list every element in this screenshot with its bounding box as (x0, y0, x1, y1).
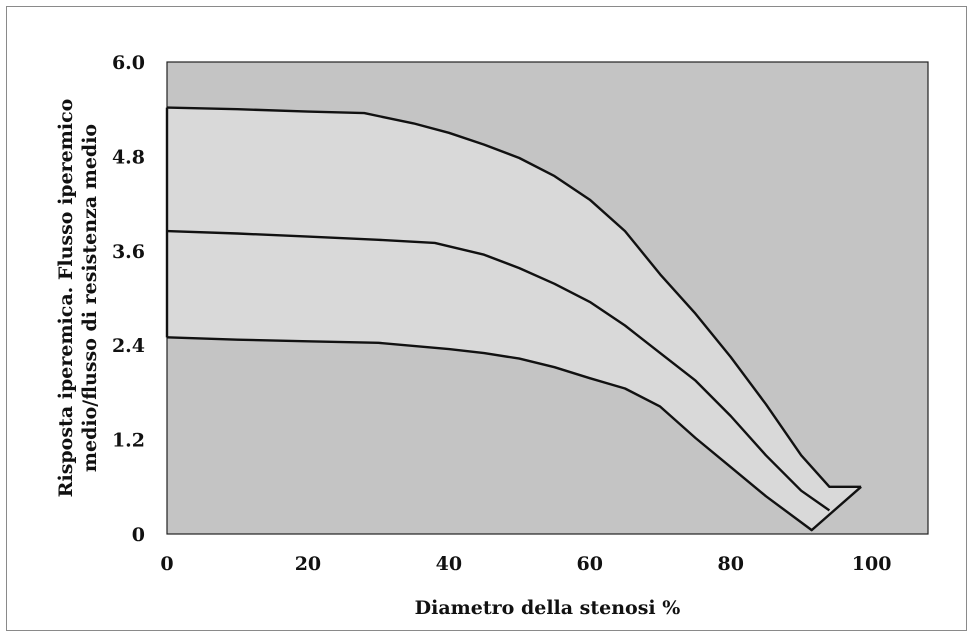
y-tick-label: 4.8 (112, 146, 145, 168)
band-area (167, 107, 862, 531)
x-tick-labels: 0 20 40 60 80 100 (160, 553, 891, 575)
y-tick-label: 6.0 (112, 52, 145, 74)
series-layer (166, 106, 862, 532)
y-tick-label: 0 (132, 524, 145, 546)
x-axis-title: Diametro della stenosi % (415, 597, 681, 619)
x-tick-label: 0 (160, 553, 173, 575)
y-axis-title: Risposta iperemica. Flusso iperemico med… (55, 99, 101, 498)
y-axis-title-line-1: Risposta iperemica. Flusso iperemico (55, 99, 77, 498)
series-line-middle (166, 229, 831, 512)
x-tick-label: 40 (436, 553, 462, 575)
y-tick-labels: 0 1.2 2.4 3.6 4.8 6.0 (112, 52, 145, 546)
series-line-lower (166, 336, 862, 532)
series-line-upper (166, 106, 862, 488)
y-tick-label: 2.4 (112, 335, 145, 357)
y-tick-label: 1.2 (112, 430, 145, 452)
y-axis-title-line-2: medio/flusso di resistenza medio (79, 124, 101, 472)
x-tick-label: 100 (852, 553, 892, 575)
x-tick-label: 60 (577, 553, 603, 575)
x-tick-label: 80 (717, 553, 743, 575)
x-tick-label: 20 (295, 553, 321, 575)
y-tick-label: 3.6 (112, 241, 145, 263)
